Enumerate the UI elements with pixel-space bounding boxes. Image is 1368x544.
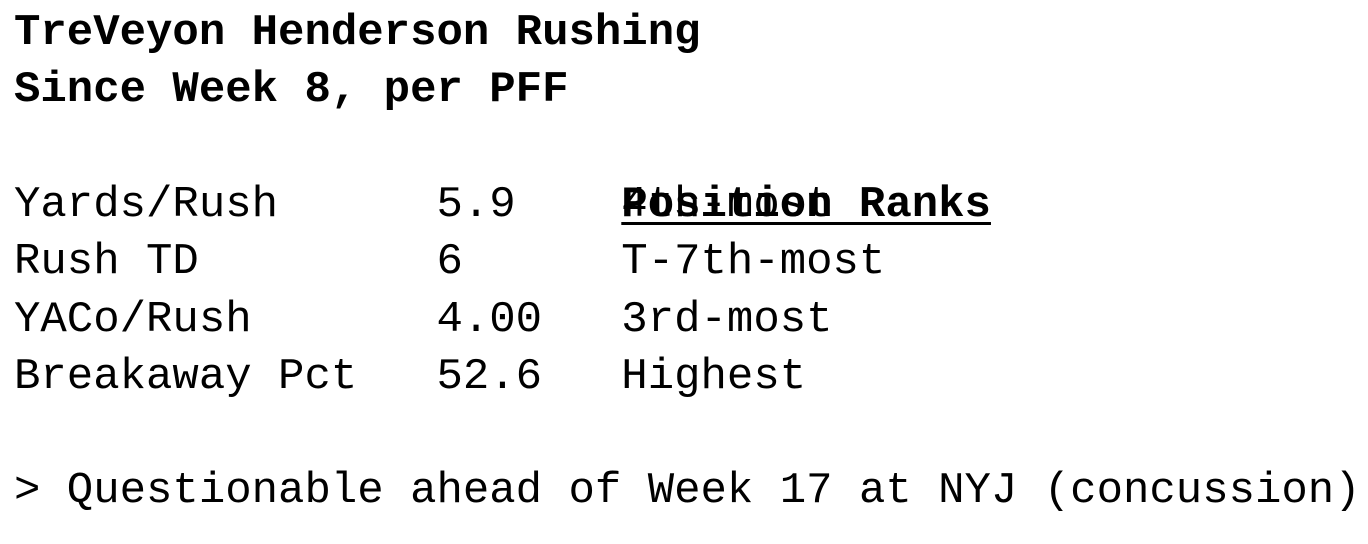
position-rank: Highest <box>621 351 807 402</box>
stat-label: Yards/Rush <box>14 180 279 230</box>
stat-value: 52.6 <box>436 351 543 402</box>
table-row: YACo/Rush 4.00 3rd-most <box>14 292 1354 349</box>
position-rank: 3rd-most <box>621 294 833 345</box>
stat-value: 4.00 <box>436 294 543 345</box>
subtitle: Since Week 8, per PFF <box>14 65 569 115</box>
table-header: Position Ranks <box>14 120 1354 230</box>
table-row: Yards/Rush 5.9 4th-most <box>14 177 1354 234</box>
stat-value: 6 <box>436 237 463 288</box>
title: TreVeyon Henderson Rushing <box>14 8 701 58</box>
footnote: > Questionable ahead of Week 17 at NYJ (… <box>14 466 1361 516</box>
rank-heading: Position Ranks <box>621 180 991 231</box>
stat-label: YACo/Rush <box>14 294 252 345</box>
position-rank: T-7th-most <box>621 237 886 288</box>
stat-label: Breakaway Pct <box>14 351 358 402</box>
stat-value: 5.9 <box>436 180 516 230</box>
table-row: Rush TD 6 T-7th-most <box>14 234 1354 291</box>
stat-label: Rush TD <box>14 237 199 288</box>
table-row: Breakaway Pct 52.6 Highest <box>14 349 1354 406</box>
position-rank: 4th-most <box>621 180 833 230</box>
